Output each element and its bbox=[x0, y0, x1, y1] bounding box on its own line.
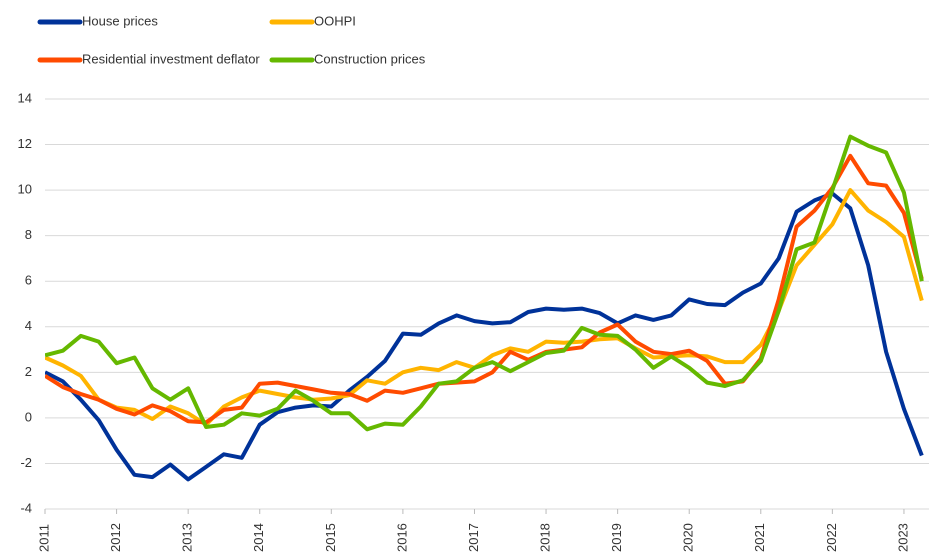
y-tick-label: 8 bbox=[25, 227, 32, 242]
plot-area bbox=[45, 134, 924, 482]
x-tick-label: 2021 bbox=[752, 523, 767, 552]
x-tick-label: 2020 bbox=[681, 523, 696, 552]
x-tick-label: 2013 bbox=[180, 523, 195, 552]
x-tick-label: 2012 bbox=[108, 523, 123, 552]
y-tick-label: 10 bbox=[18, 182, 32, 197]
x-tick-label: 2015 bbox=[323, 523, 338, 552]
y-tick-label: 0 bbox=[25, 409, 32, 424]
grid bbox=[44, 98, 929, 514]
series-line bbox=[45, 191, 924, 482]
y-tick-label: -2 bbox=[20, 455, 32, 470]
legend: House prices OOHPI Residential investment … bbox=[37, 13, 426, 66]
series-line bbox=[45, 134, 924, 432]
x-tick-label: 2016 bbox=[394, 523, 409, 552]
y-tick-label: -4 bbox=[20, 500, 32, 515]
axis-labels: -4 -2 0 2 4 6 8 10 12 14 2011 2012 2013 2014 2015 2016 2… bbox=[18, 90, 911, 552]
y-tick-label: 12 bbox=[18, 136, 32, 151]
legend-label: House prices bbox=[82, 13, 158, 28]
y-tick-label: 2 bbox=[25, 364, 32, 379]
y-tick-label: 6 bbox=[25, 273, 32, 288]
legend-label: OOHPI bbox=[314, 13, 356, 28]
y-tick-label: 4 bbox=[25, 318, 32, 333]
x-tick-label: 2023 bbox=[895, 523, 910, 552]
x-tick-label: 2014 bbox=[251, 523, 266, 552]
x-tick-label: 2011 bbox=[36, 524, 51, 552]
x-tick-label: 2022 bbox=[824, 523, 839, 552]
x-tick-label: 2017 bbox=[466, 523, 481, 552]
x-tick-label: 2019 bbox=[609, 523, 624, 552]
y-tick-label: 14 bbox=[18, 90, 32, 105]
x-tick-label: 2018 bbox=[537, 523, 552, 552]
legend-label: Construction prices bbox=[314, 51, 426, 66]
series-line bbox=[45, 153, 924, 425]
legend-label: Residential investment deflator bbox=[82, 51, 260, 66]
